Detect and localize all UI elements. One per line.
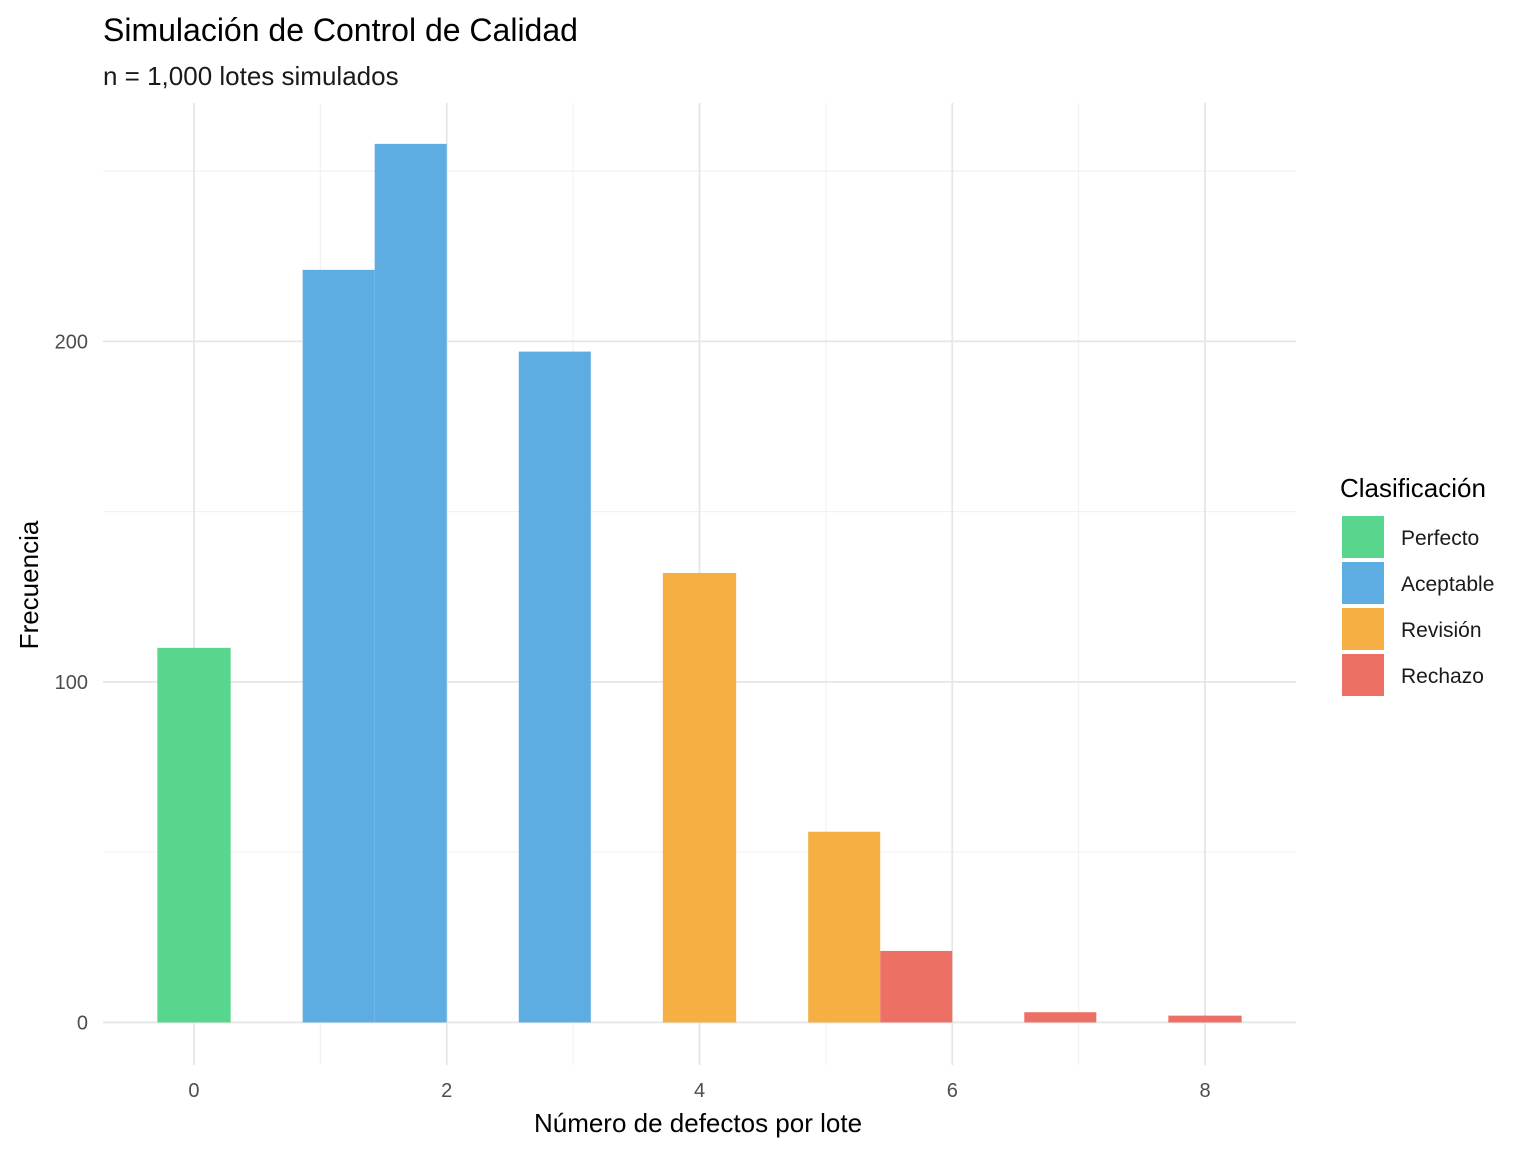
y-tick-label: 100 — [55, 672, 88, 694]
legend-swatch — [1342, 608, 1384, 650]
legend-item: Aceptable — [1342, 562, 1494, 604]
legend-swatch — [1342, 562, 1384, 604]
bars — [157, 143, 1242, 1023]
x-tick-label: 8 — [1199, 1080, 1210, 1102]
chart-subtitle: n = 1,000 lotes simulados — [103, 61, 399, 91]
x-tick-label: 2 — [441, 1080, 452, 1102]
legend: Clasificación Perfecto Aceptable Revisión R… — [1340, 473, 1494, 696]
legend-swatch — [1342, 516, 1384, 558]
y-tick-label: 200 — [55, 331, 88, 353]
x-axis-label: Número de defectos por lote — [534, 1108, 862, 1138]
bar-rechazo — [880, 950, 953, 1023]
bar-aceptable — [518, 351, 591, 1023]
legend-label: Perfecto — [1401, 527, 1479, 550]
legend-label: Revisión — [1401, 619, 1482, 642]
chart-title: Simulación de Control de Calidad — [103, 12, 578, 48]
tick-labels: 0 2 4 6 8 0 100 200 — [55, 331, 1211, 1102]
bar-rechazo — [1168, 1015, 1242, 1023]
legend-item: Rechazo — [1342, 654, 1484, 696]
legend-swatch — [1342, 654, 1384, 696]
bar-revision — [808, 831, 881, 1023]
legend-items: Perfecto Aceptable Revisión Rechazo — [1342, 516, 1494, 696]
y-axis-label: Frecuencia — [14, 520, 44, 649]
bar-rechazo — [1024, 1012, 1097, 1023]
bar-aceptable — [374, 143, 447, 1023]
bar-revision — [662, 572, 737, 1023]
x-tick-label: 0 — [188, 1080, 199, 1102]
x-tick-label: 6 — [947, 1080, 958, 1102]
bar-perfecto — [157, 647, 231, 1023]
y-tick-label: 0 — [77, 1012, 88, 1034]
x-tick-label: 4 — [694, 1080, 705, 1102]
bar-aceptable — [302, 269, 375, 1023]
legend-item: Perfecto — [1342, 516, 1479, 558]
legend-item: Revisión — [1342, 608, 1482, 650]
legend-label: Aceptable — [1401, 573, 1494, 596]
legend-label: Rechazo — [1401, 665, 1484, 688]
legend-title: Clasificación — [1340, 473, 1486, 503]
